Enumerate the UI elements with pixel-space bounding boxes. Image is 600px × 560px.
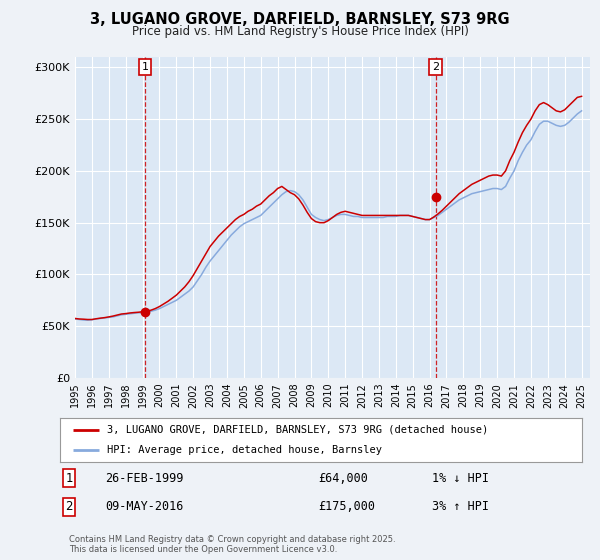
Text: 3, LUGANO GROVE, DARFIELD, BARNSLEY, S73 9RG: 3, LUGANO GROVE, DARFIELD, BARNSLEY, S73…	[90, 12, 510, 27]
Text: 1% ↓ HPI: 1% ↓ HPI	[432, 472, 489, 484]
Text: 3% ↑ HPI: 3% ↑ HPI	[432, 501, 489, 514]
Text: 1: 1	[65, 472, 73, 484]
Text: £175,000: £175,000	[318, 501, 375, 514]
Text: £64,000: £64,000	[318, 472, 368, 484]
Text: Contains HM Land Registry data © Crown copyright and database right 2025.
This d: Contains HM Land Registry data © Crown c…	[69, 535, 395, 554]
Text: 2: 2	[65, 501, 73, 514]
Text: 1: 1	[142, 62, 149, 72]
Text: Price paid vs. HM Land Registry's House Price Index (HPI): Price paid vs. HM Land Registry's House …	[131, 25, 469, 38]
Text: HPI: Average price, detached house, Barnsley: HPI: Average price, detached house, Barn…	[107, 445, 382, 455]
Text: 26-FEB-1999: 26-FEB-1999	[105, 472, 184, 484]
Text: 2: 2	[432, 62, 439, 72]
Text: 09-MAY-2016: 09-MAY-2016	[105, 501, 184, 514]
Text: 3, LUGANO GROVE, DARFIELD, BARNSLEY, S73 9RG (detached house): 3, LUGANO GROVE, DARFIELD, BARNSLEY, S73…	[107, 425, 488, 435]
